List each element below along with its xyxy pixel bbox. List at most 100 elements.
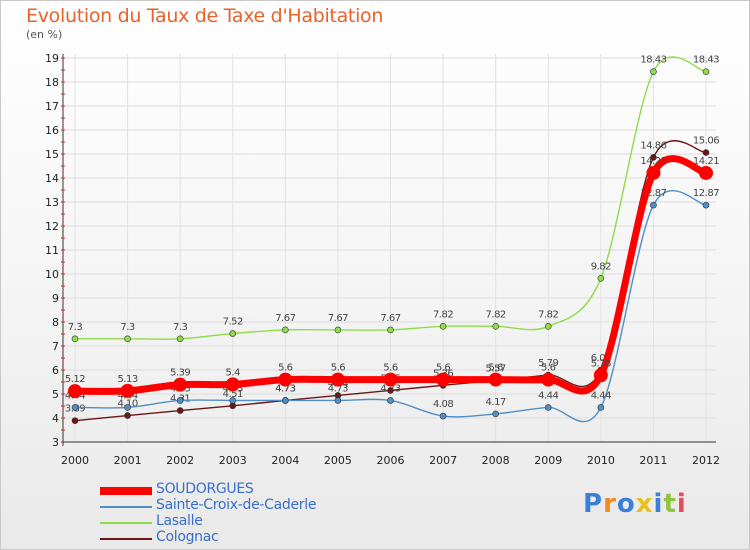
data-label: 4.51 <box>223 389 243 400</box>
legend-label: Colognac <box>156 529 219 545</box>
y-tick-label: 6 <box>52 364 59 377</box>
data-label: 4.73 <box>275 383 295 394</box>
x-tick-label: 2002 <box>166 454 194 467</box>
legend-swatch <box>100 538 152 540</box>
y-tick-label: 19 <box>45 52 59 65</box>
data-point <box>71 417 79 424</box>
data-point <box>436 372 451 387</box>
data-label: 5.6 <box>278 363 293 374</box>
data-point <box>176 397 184 404</box>
data-label: 15.06 <box>693 136 719 147</box>
data-point <box>278 372 293 387</box>
chart-subtitle: (en %) <box>26 28 63 41</box>
data-point <box>334 397 342 404</box>
data-label: 5.6 <box>383 363 398 374</box>
data-label: 7.3 <box>68 322 83 333</box>
data-point <box>544 404 552 411</box>
x-tick-label: 2009 <box>534 454 562 467</box>
data-label: 5.4 <box>226 367 241 378</box>
y-tick-label: 15 <box>45 148 59 161</box>
y-tick-label: 17 <box>45 100 59 113</box>
y-tick-label: 12 <box>45 220 59 233</box>
data-label: 18.43 <box>640 55 666 66</box>
data-label: 7.82 <box>538 309 558 320</box>
data-point <box>225 377 240 392</box>
y-tick-label: 16 <box>45 124 59 137</box>
series-line <box>74 56 707 340</box>
data-point <box>593 368 608 383</box>
x-tick-label: 2006 <box>377 454 405 467</box>
data-point <box>124 404 131 411</box>
data-label: 4.08 <box>433 399 453 410</box>
data-point <box>702 68 710 75</box>
x-tick-label: 2007 <box>429 454 457 467</box>
x-tick-label: 2008 <box>482 454 510 467</box>
line-chart: 3 4 5 6 7 8 9 10 11 12 13 14 15 16 17 18 19 2000 2001 2002 2… <box>45 52 720 467</box>
y-tick-label: 4 <box>52 412 59 425</box>
legend-label: SOUDORGUES <box>156 481 254 497</box>
x-tick-label: 2010 <box>587 454 615 467</box>
x-tick-label: 2003 <box>219 454 247 467</box>
data-label: 14.86 <box>640 140 666 151</box>
logo-letter: r <box>603 489 617 519</box>
data-point <box>176 335 184 343</box>
data-label: 18.43 <box>693 55 719 66</box>
y-tick-label: 13 <box>45 196 59 209</box>
data-point <box>488 372 503 387</box>
chart-title: Evolution du Taux de Taxe d'Habitation <box>26 5 384 27</box>
data-label: 9.82 <box>591 261 611 272</box>
data-label: 4.10 <box>117 399 137 410</box>
data-point <box>68 384 82 399</box>
legend-swatch <box>100 522 152 524</box>
y-tick-label: 8 <box>52 316 59 329</box>
data-label: 7.82 <box>433 309 453 320</box>
data-label: 6.00 <box>591 353 611 364</box>
data-point <box>124 412 131 419</box>
data-point <box>541 372 556 387</box>
data-point <box>229 330 237 337</box>
logo-letter: t <box>663 489 677 519</box>
data-point <box>650 154 657 161</box>
data-label: 5.57 <box>486 363 506 374</box>
data-point <box>597 275 605 282</box>
data-point <box>387 397 394 404</box>
data-label: 4.44 <box>591 390 611 401</box>
data-point <box>544 323 552 330</box>
data-point <box>387 387 394 394</box>
data-label: 4.17 <box>486 397 506 408</box>
x-tick-label: 2005 <box>324 454 352 467</box>
data-label: 5.78 <box>591 358 611 369</box>
x-tick-label: 2000 <box>61 454 89 467</box>
data-point <box>492 410 499 418</box>
legend-swatch <box>100 506 152 508</box>
data-label: 5.6 <box>436 363 451 374</box>
y-tick-label: 14 <box>45 172 59 185</box>
data-label: 14.21 <box>693 156 719 167</box>
data-point <box>383 372 398 387</box>
data-point <box>124 335 131 343</box>
data-point <box>646 165 661 180</box>
y-tick-label: 9 <box>52 292 59 305</box>
data-point <box>334 326 342 334</box>
data-label: 7.67 <box>275 313 295 324</box>
x-tick-label: 2004 <box>271 454 299 467</box>
data-point <box>330 372 345 387</box>
data-point <box>387 326 394 334</box>
proxiti-logo: Proxiti <box>583 489 687 519</box>
x-tick-label: 2011 <box>639 454 667 467</box>
data-label: 4.73 <box>275 383 295 394</box>
data-label: 4.44 <box>538 390 558 401</box>
data-point <box>176 407 184 414</box>
data-point <box>282 326 289 334</box>
y-tick-label: 3 <box>52 436 59 449</box>
data-point <box>71 404 79 411</box>
data-label: 4.73 <box>380 383 400 394</box>
data-label: 7.67 <box>328 313 348 324</box>
data-label: 5.6 <box>541 363 556 374</box>
x-tick-label: 2001 <box>114 454 142 467</box>
logo-letter: x <box>635 489 654 519</box>
data-label: 5.6 <box>331 363 346 374</box>
data-point <box>439 323 447 330</box>
y-tick-label: 18 <box>45 76 59 89</box>
data-label: 5.39 <box>170 368 190 379</box>
